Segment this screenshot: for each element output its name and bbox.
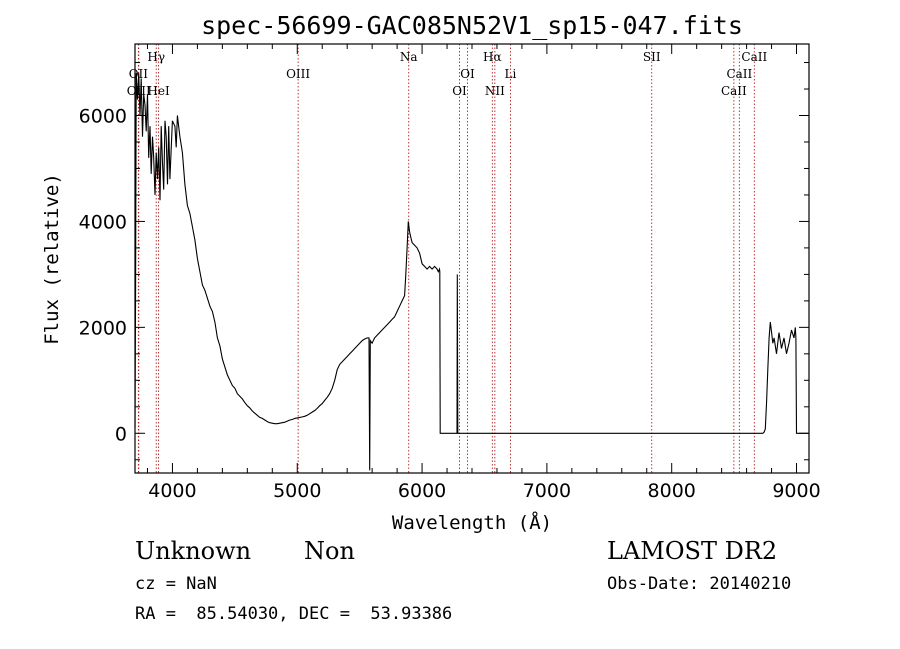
sky-coordinates: RA = 85.54030, DEC = 53.93386 xyxy=(135,604,453,624)
spectral-line-label: CaII xyxy=(721,84,747,98)
spectral-line-label: OI xyxy=(452,84,467,98)
chart-title: spec-56699-GAC085N52V1_sp15-047.fits xyxy=(201,11,743,40)
spectrum-chart: spec-56699-GAC085N52V1_sp15-047.fits OII… xyxy=(41,11,821,534)
object-class: Unknown xyxy=(135,537,252,565)
x-axis-label: Wavelength (Å) xyxy=(392,511,552,534)
x-axis-ticks: 4000 5000 6000 7000 8000 9000 xyxy=(146,44,821,502)
spectrum-line xyxy=(134,73,809,471)
redshift: cz = NaN xyxy=(135,574,217,594)
x-tick-label: 9000 xyxy=(772,480,820,502)
x-tick-label: 8000 xyxy=(648,480,696,502)
spectral-line-markers xyxy=(137,44,755,473)
spectral-line-label: OI xyxy=(460,67,475,81)
x-tick-label: 6000 xyxy=(398,480,446,502)
y-tick-label: 4000 xyxy=(79,211,127,233)
spectral-line-label: CaII xyxy=(726,67,752,81)
y-axis-ticks: 0 2000 4000 6000 xyxy=(79,62,809,461)
spectral-line-label: CaII xyxy=(741,50,767,64)
x-tick-label: 5000 xyxy=(273,480,321,502)
spectral-line-label: Hα xyxy=(483,50,502,64)
y-axis-label: Flux (relative) xyxy=(41,173,63,345)
spectral-line-label: OIII xyxy=(286,67,310,81)
spectral-line-label: HeI xyxy=(147,84,170,98)
y-tick-label: 0 xyxy=(115,423,127,445)
observation-date: Obs-Date: 20140210 xyxy=(607,574,792,594)
spectral-line-label: Li xyxy=(505,67,517,81)
spectral-line-label: NII xyxy=(485,84,505,98)
spectral-line-labels: OIIOIIIHeIHγOIIINaOIOIHαNIILiSIICaIICaII… xyxy=(127,50,768,98)
y-tick-label: 2000 xyxy=(79,317,127,339)
object-subclass: Non xyxy=(304,537,355,565)
survey-name: LAMOST DR2 xyxy=(607,537,778,565)
y-tick-label: 6000 xyxy=(79,106,127,128)
x-tick-label: 7000 xyxy=(523,480,571,502)
spectral-line-label: Na xyxy=(400,50,418,64)
x-tick-label: 4000 xyxy=(148,480,196,502)
spectral-line-label: Hγ xyxy=(147,50,165,64)
spectral-line-label: SII xyxy=(643,50,661,64)
plot-frame xyxy=(134,43,810,474)
